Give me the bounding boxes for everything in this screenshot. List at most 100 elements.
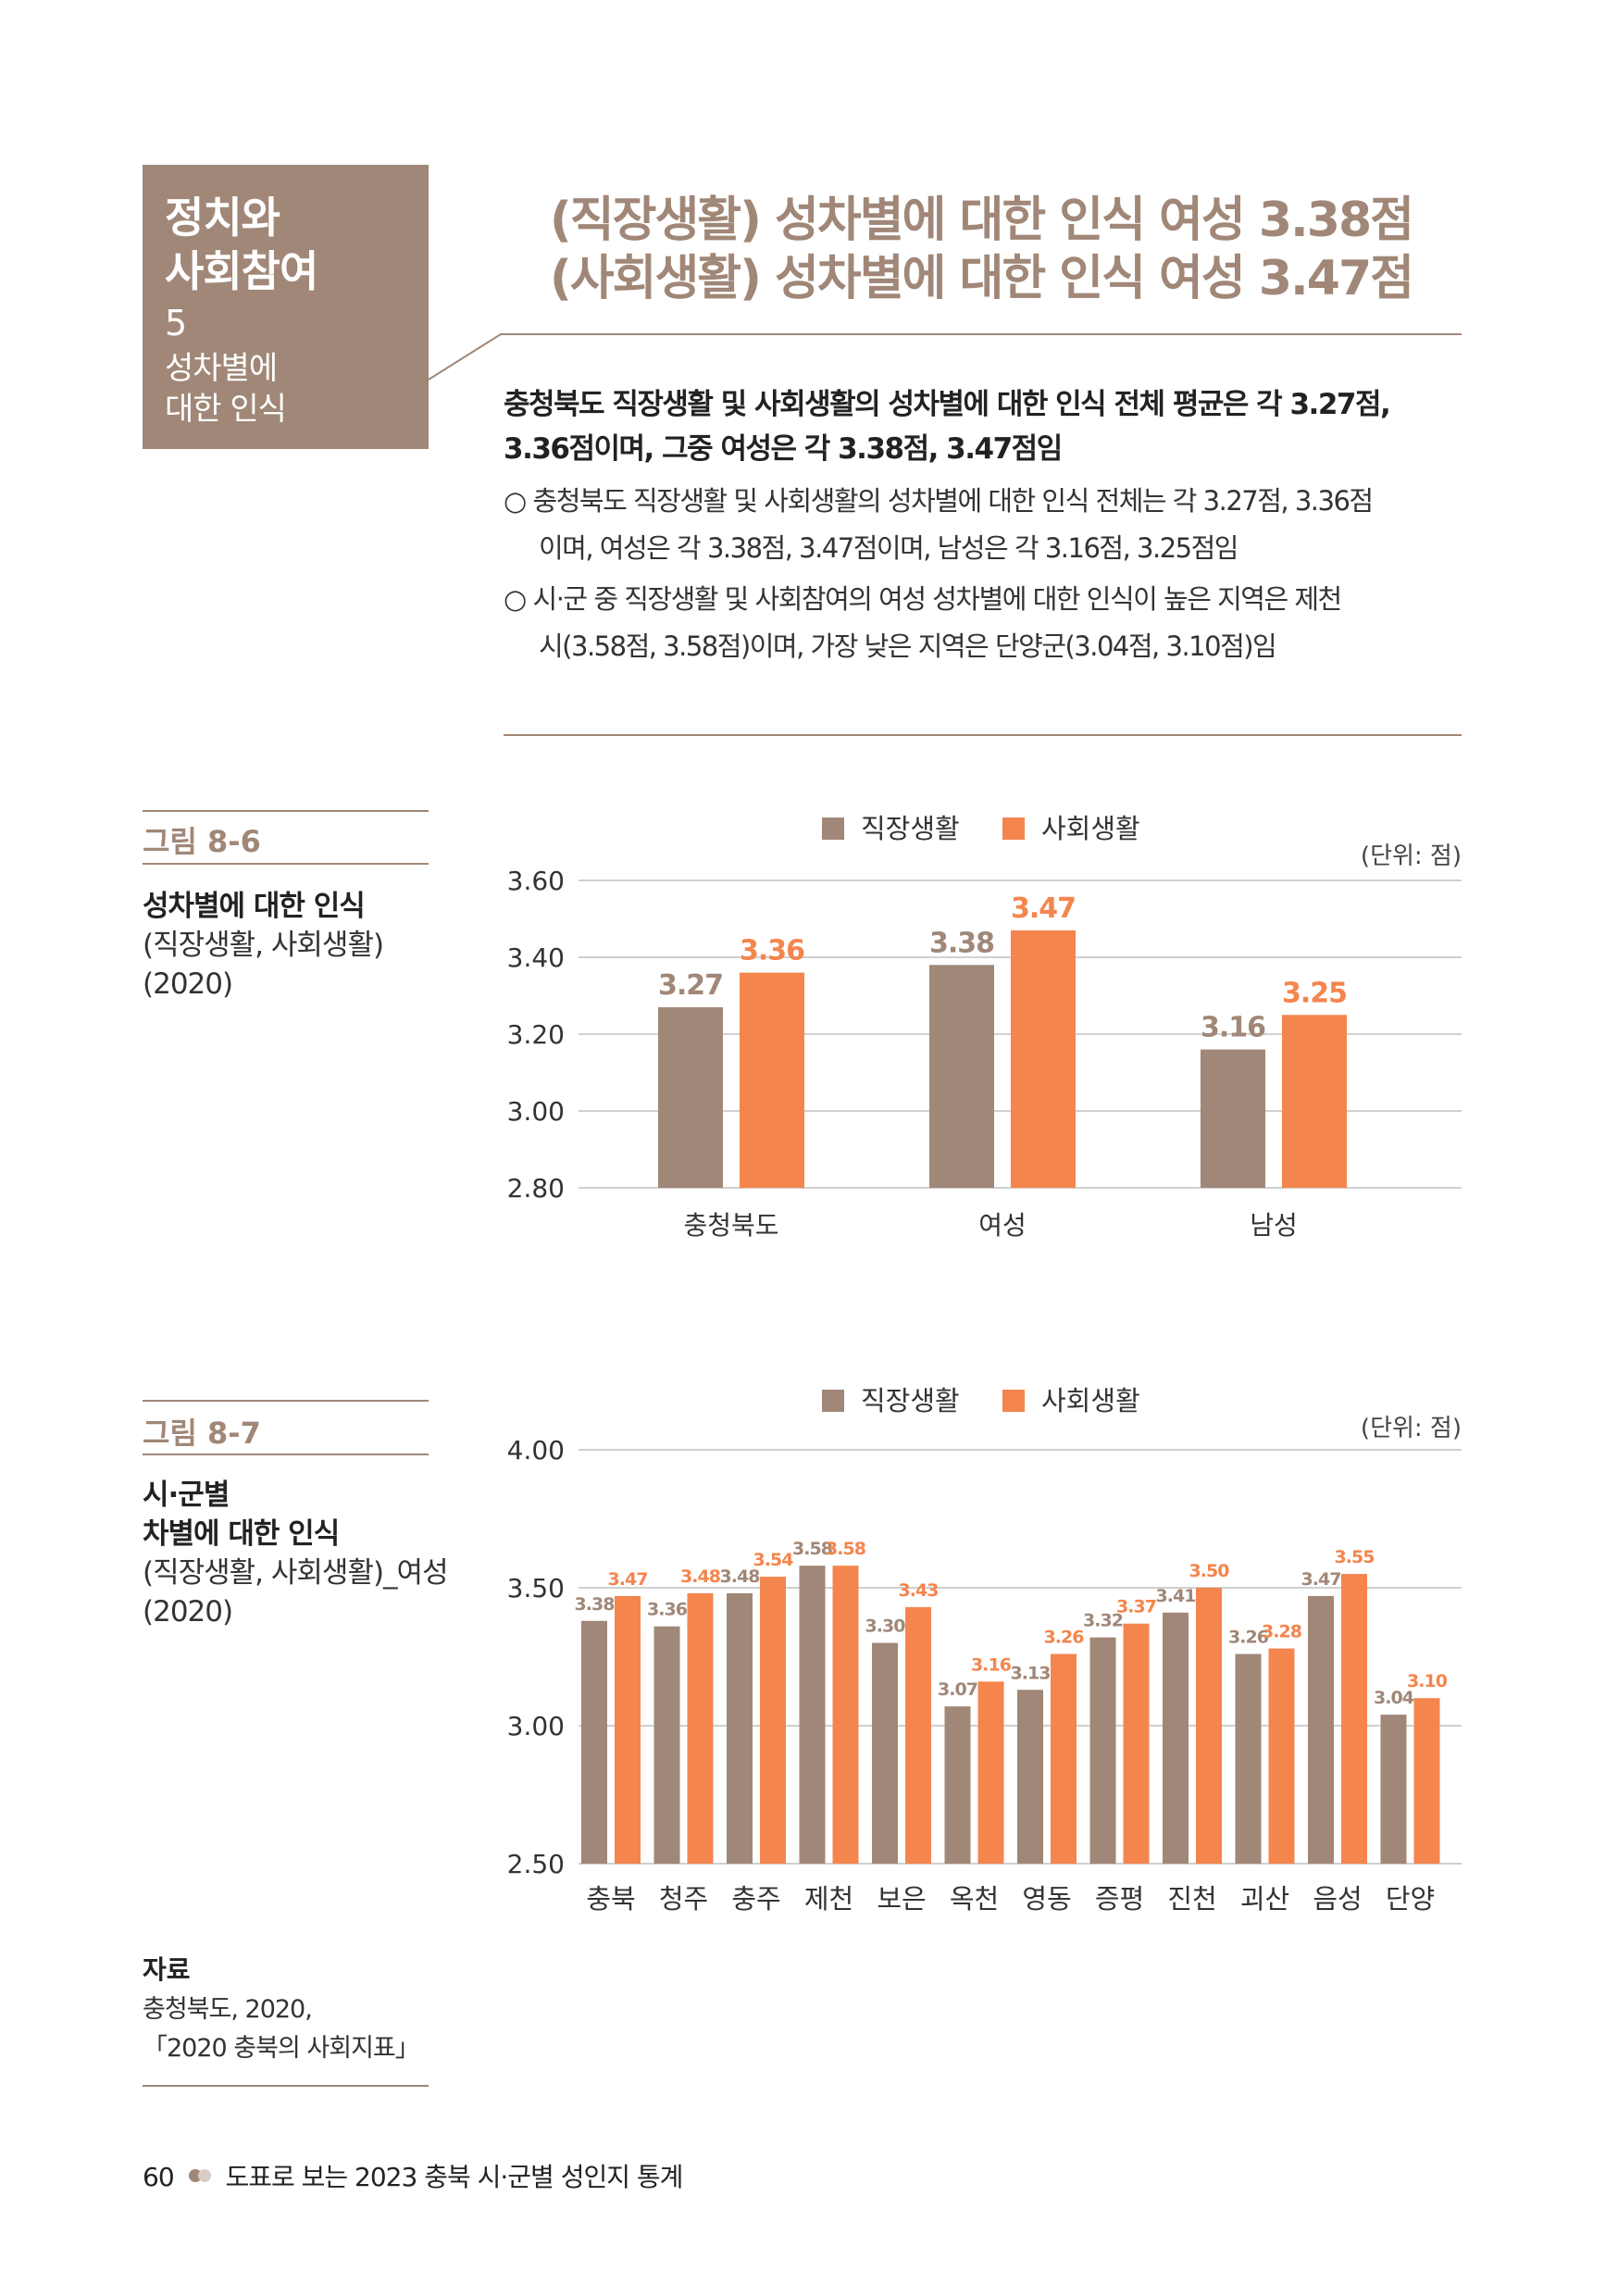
summary-line2: 3.36점이며, 그중 여성은 각 3.38점, 3.47점임 <box>504 432 1063 466</box>
fig2-bottom-rule <box>143 1454 429 1455</box>
data-label: 3.26 <box>1044 1628 1085 1648</box>
unit-label: (단위: 점) <box>1361 1415 1462 1442</box>
data-label: 3.28 <box>1262 1622 1302 1642</box>
section-sub-line2: 대한 인식 <box>165 391 287 428</box>
bullet-1-line2: 이며, 여성은 각 3.38점, 3.47점이며, 남성은 각 3.16점, 3… <box>539 532 1238 564</box>
bullet-1: ○ 충청북도 직장생활 및 사회생활의 성차별에 대한 인식 전체는 각 3.2… <box>504 478 1466 572</box>
y-tick-label: 3.00 <box>507 1096 565 1127</box>
bar-옥천-사회생활 <box>977 1681 1004 1864</box>
bar-청주-사회생활 <box>687 1592 714 1864</box>
x-tick-label: 옥천 <box>950 1883 999 1915</box>
fig2-title-1: 시·군별 <box>143 1479 230 1512</box>
fig1-title-sub2: (2020) <box>143 967 233 1001</box>
divider <box>504 734 1462 736</box>
bar-증평-사회생활 <box>1123 1623 1150 1864</box>
footer: 60 도표로 보는 2023 충북 시·군별 성인지 통계 <box>143 2157 683 2194</box>
headline-line2: (사회생활) 성차별에 대한 인식 여성 3.47점 <box>550 251 1414 306</box>
y-tick-label: 3.60 <box>507 866 565 896</box>
headline-line1: (직장생활) 성차별에 대한 인식 여성 3.38점 <box>550 193 1414 248</box>
x-tick-label: 증평 <box>1095 1883 1144 1915</box>
fig2-title: 시·군별 차별에 대한 인식 (직장생활, 사회생활)_여성 (2020) <box>143 1476 449 1631</box>
x-tick-label: 음성 <box>1313 1883 1362 1915</box>
bar-음성-사회생활 <box>1341 1574 1367 1864</box>
data-label: 3.48 <box>680 1566 721 1587</box>
bar-여성-사회생활 <box>1011 930 1076 1188</box>
data-label: 3.25 <box>1282 977 1347 1009</box>
y-tick-label: 2.80 <box>507 1173 565 1204</box>
data-label: 3.16 <box>1201 1012 1265 1044</box>
fig1-title-main: 성차별에 대한 인식 <box>143 890 366 923</box>
chart-8-6: 직장생활 사회생활 (단위: 점) 3.60 3.40 3.20 3.00 2.80 3.27 3… <box>507 813 1462 1241</box>
bar-단양-사회생활 <box>1413 1698 1440 1864</box>
source-line1: 충청북도, 2020, <box>143 1995 313 2024</box>
section-number: 5 <box>165 303 188 343</box>
x-tick-label: 단양 <box>1386 1883 1435 1915</box>
x-tick-label: 여성 <box>978 1210 1027 1241</box>
source: 충청북도, 2020, 「2020 충북의 사회지표」 <box>143 1990 420 2068</box>
y-tick-label: 4.00 <box>507 1435 565 1466</box>
x-tick-label: 제천 <box>804 1883 853 1915</box>
y-tick-label: 3.50 <box>507 1573 565 1603</box>
data-label: 3.07 <box>938 1679 977 1700</box>
legend-label-1: 직장생활 <box>861 813 960 844</box>
footer-dots-icon <box>181 2158 218 2189</box>
data-label: 3.54 <box>753 1550 794 1570</box>
bar-보은-직장생활 <box>872 1642 898 1864</box>
legend-label-2: 사회생활 <box>1041 813 1140 844</box>
section-badge: 정치와 사회참여 5 성차별에 대한 인식 <box>143 165 429 449</box>
bar-영동-사회생활 <box>1051 1653 1077 1864</box>
x-tick-label: 영동 <box>1022 1883 1071 1915</box>
bar-충청북도-직장생활 <box>658 1006 723 1188</box>
x-tick-label: 보은 <box>877 1883 926 1915</box>
bar-충주-직장생활 <box>727 1592 753 1864</box>
page-number: 60 <box>143 2162 175 2192</box>
bullet-2-line2: 시(3.58점, 3.58점)이며, 가장 낮은 지역은 단양군(3.04점, … <box>539 630 1277 662</box>
bullet-2: ○ 시·군 중 직장생활 및 사회참여의 여성 성차별에 대한 인식이 높은 지… <box>504 576 1466 670</box>
bar-남성-사회생활 <box>1282 1015 1347 1188</box>
fig2-top-rule <box>143 1400 429 1402</box>
section-title-line2: 사회참여 <box>165 246 318 296</box>
bar-음성-직장생활 <box>1308 1595 1334 1864</box>
fig1-title-sub1: (직장생활, 사회생활) <box>143 929 384 962</box>
data-label: 3.55 <box>1335 1547 1375 1567</box>
legend-label-2: 사회생활 <box>1041 1385 1140 1416</box>
fig1-bottom-rule <box>143 863 429 865</box>
source-rule <box>143 2085 429 2087</box>
section-sub-line1: 성차별에 <box>165 350 278 387</box>
chart-8-7: 직장생활 사회생활 (단위: 점) 4.00 3.50 3.00 2.50 3.38 3.47 충… <box>507 1385 1462 1915</box>
fig2-title-sub1: (직장생활, 사회생활)_여성 <box>143 1556 449 1590</box>
summary-line1: 충청북도 직장생활 및 사회생활의 성차별에 대한 인식 전체 평균은 각 3.… <box>504 388 1391 421</box>
data-label: 3.50 <box>1189 1561 1230 1581</box>
bullet-2-line1: ○ 시·군 중 직장생활 및 사회참여의 여성 성차별에 대한 인식이 높은 지… <box>504 583 1342 615</box>
bar-제천-사회생활 <box>832 1566 859 1864</box>
legend-swatch-1 <box>822 817 844 840</box>
connector-line <box>428 333 1462 381</box>
data-label: 3.58 <box>792 1539 833 1559</box>
x-tick-label: 충북 <box>586 1883 635 1915</box>
unit-label: (단위: 점) <box>1361 842 1462 870</box>
bar-충주-사회생활 <box>760 1577 786 1864</box>
section-title-line1: 정치와 <box>165 193 280 243</box>
bar-괴산-사회생활 <box>1268 1648 1295 1864</box>
x-tick-label: 충청북도 <box>683 1210 778 1241</box>
bar-괴산-직장생활 <box>1235 1653 1262 1864</box>
bullet-1-line1: ○ 충청북도 직장생활 및 사회생활의 성차별에 대한 인식 전체는 각 3.2… <box>504 485 1374 517</box>
bar-단양-직장생활 <box>1380 1715 1407 1864</box>
fig2-label: 그림 8-7 <box>143 1416 261 1451</box>
x-tick-label: 남성 <box>1250 1210 1298 1241</box>
bar-충청북도-사회생활 <box>740 972 804 1188</box>
bar-증평-직장생활 <box>1089 1637 1116 1864</box>
data-label: 3.47 <box>608 1569 648 1590</box>
data-label: 3.48 <box>720 1566 761 1587</box>
data-label: 3.43 <box>899 1580 939 1601</box>
data-label: 3.16 <box>971 1654 1012 1675</box>
bar-진천-사회생활 <box>1196 1588 1222 1864</box>
data-label: 3.41 <box>1156 1586 1196 1606</box>
bar-여성-직장생활 <box>929 965 994 1188</box>
y-tick-label: 2.50 <box>507 1849 565 1879</box>
bar-영동-직장생활 <box>1017 1690 1043 1864</box>
bar-제천-직장생활 <box>799 1566 826 1864</box>
data-label: 3.10 <box>1407 1671 1448 1691</box>
bar-보은-사회생활 <box>905 1606 931 1864</box>
legend-swatch-1 <box>822 1390 844 1412</box>
